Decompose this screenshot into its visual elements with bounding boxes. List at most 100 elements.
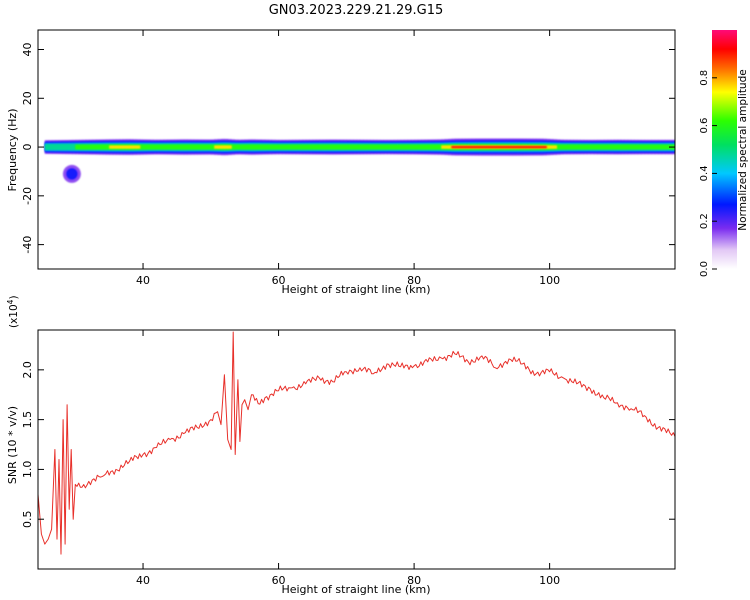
heatmap-cell — [342, 144, 347, 150]
heatmap-cell — [105, 144, 110, 150]
heatmap-y-label: Frequency (Hz) — [6, 109, 19, 192]
heatmap-cell — [603, 144, 608, 150]
heatmap-cell — [329, 144, 334, 150]
heatmap-cell — [410, 144, 415, 150]
heatmap-cell — [654, 144, 659, 150]
heatmap-cell — [434, 144, 439, 150]
heatmap-cell — [569, 144, 574, 150]
heatmap-cell — [431, 144, 436, 150]
heatmap-cell — [383, 144, 388, 150]
heatmap-cell — [590, 144, 595, 150]
heatmap-cell — [359, 144, 364, 150]
heatmap-cell — [71, 143, 76, 151]
snr-x-tick-label: 80 — [407, 574, 421, 587]
snr-y-tick-label: 1.0 — [21, 461, 34, 479]
heatmap-cell — [597, 144, 602, 150]
heatmap-cell — [515, 145, 520, 149]
heatmap-cell — [441, 145, 446, 149]
heatmap-cell — [583, 144, 588, 150]
heatmap-cell — [593, 144, 598, 150]
heatmap-cell — [475, 145, 480, 149]
chart-title: GN03.2023.229.21.29.G15 — [269, 3, 444, 18]
heatmap-cell — [278, 144, 283, 150]
heatmap-x-tick-label: 40 — [136, 274, 150, 287]
heatmap-cell — [512, 145, 517, 149]
heatmap-x-tick-label: 80 — [407, 274, 421, 287]
heatmap-cell — [163, 144, 168, 150]
heatmap-cell — [532, 145, 537, 149]
heatmap-cell — [481, 145, 486, 149]
heatmap-cell — [248, 144, 253, 150]
heatmap-cell — [251, 144, 256, 150]
heatmap-cell — [241, 144, 246, 150]
snr-y-tick-label: 1.5 — [21, 411, 34, 429]
heatmap-cell — [78, 144, 83, 150]
snr-plot-area — [38, 331, 675, 555]
heatmap-cell — [322, 144, 327, 150]
heatmap-cell — [319, 144, 324, 150]
heatmap-cell — [187, 144, 192, 150]
colorbar-gradient — [712, 30, 737, 269]
heatmap-cell — [285, 144, 290, 150]
heatmap-cell — [468, 145, 473, 149]
colorbar-tick-label: 0.4 — [699, 165, 710, 181]
heatmap-cell — [166, 144, 171, 150]
heatmap-cell — [356, 144, 361, 150]
heatmap-cell — [614, 144, 618, 150]
heatmap-cell — [265, 144, 270, 150]
heatmap-cell — [271, 144, 276, 150]
heatmap-cell — [65, 143, 70, 151]
heatmap-cell — [498, 145, 503, 149]
heatmap-cell — [651, 144, 656, 150]
heatmap-cell — [217, 145, 222, 149]
heatmap-panel: 40 60 80 100 -40 -20 0 20 40 Height of straight … — [6, 29, 676, 296]
heatmap-cell — [559, 144, 564, 150]
heatmap-y-tick-label: -20 — [21, 187, 34, 205]
heatmap-cell — [275, 144, 280, 150]
heatmap-cell — [214, 145, 219, 149]
heatmap-cell — [363, 144, 368, 150]
heatmap-cell — [339, 144, 344, 150]
heatmap-cell — [427, 144, 432, 150]
heatmap-cell — [407, 144, 412, 150]
snr-y-tick-label: 2.0 — [21, 361, 34, 379]
heatmap-cell — [393, 144, 398, 150]
heatmap-y-tick-label: -40 — [21, 236, 34, 254]
snr-series-line — [38, 331, 675, 555]
snr-multiplier: (x104) — [6, 295, 20, 328]
colorbar: 0.0 0.2 0.4 0.6 0.8 Normalized spectral ampl… — [699, 30, 749, 277]
heatmap-cell — [95, 144, 100, 150]
heatmap-cell — [139, 144, 144, 150]
heatmap-cell — [661, 144, 666, 150]
heatmap-cell — [349, 144, 354, 150]
heatmap-x-label: Height of straight line (km) — [281, 283, 430, 296]
heatmap-cell — [115, 145, 120, 149]
colorbar-tick-label: 0.2 — [699, 213, 710, 229]
heatmap-cell — [397, 144, 402, 150]
heatmap-cell — [478, 145, 483, 149]
heatmap-cell — [190, 144, 195, 150]
heatmap-level-4 — [75, 144, 675, 150]
heatmap-ticks: 40 60 80 100 -40 -20 0 20 40 — [21, 30, 675, 287]
heatmap-cell — [237, 144, 242, 150]
heatmap-cell — [563, 144, 568, 150]
heatmap-cell — [197, 144, 202, 150]
heatmap-cell — [573, 144, 578, 150]
heatmap-cell — [183, 144, 188, 150]
snr-ticks: 40 60 80 100 0.5 1.0 1.5 2.0 — [21, 330, 675, 587]
heatmap-cell — [143, 144, 148, 150]
heatmap-cell — [326, 144, 330, 150]
heatmap-cell — [610, 144, 615, 150]
heatmap-cell — [366, 144, 371, 150]
heatmap-cell — [373, 144, 378, 150]
heatmap-cell — [119, 145, 124, 149]
heatmap-cell — [437, 144, 442, 150]
heatmap-cell — [180, 144, 185, 150]
heatmap-cell — [522, 145, 527, 149]
heatmap-cell — [193, 144, 198, 150]
heatmap-cell — [75, 144, 80, 150]
heatmap-cell — [336, 144, 341, 150]
heatmap-cell — [664, 144, 669, 150]
heatmap-cell — [495, 145, 500, 149]
